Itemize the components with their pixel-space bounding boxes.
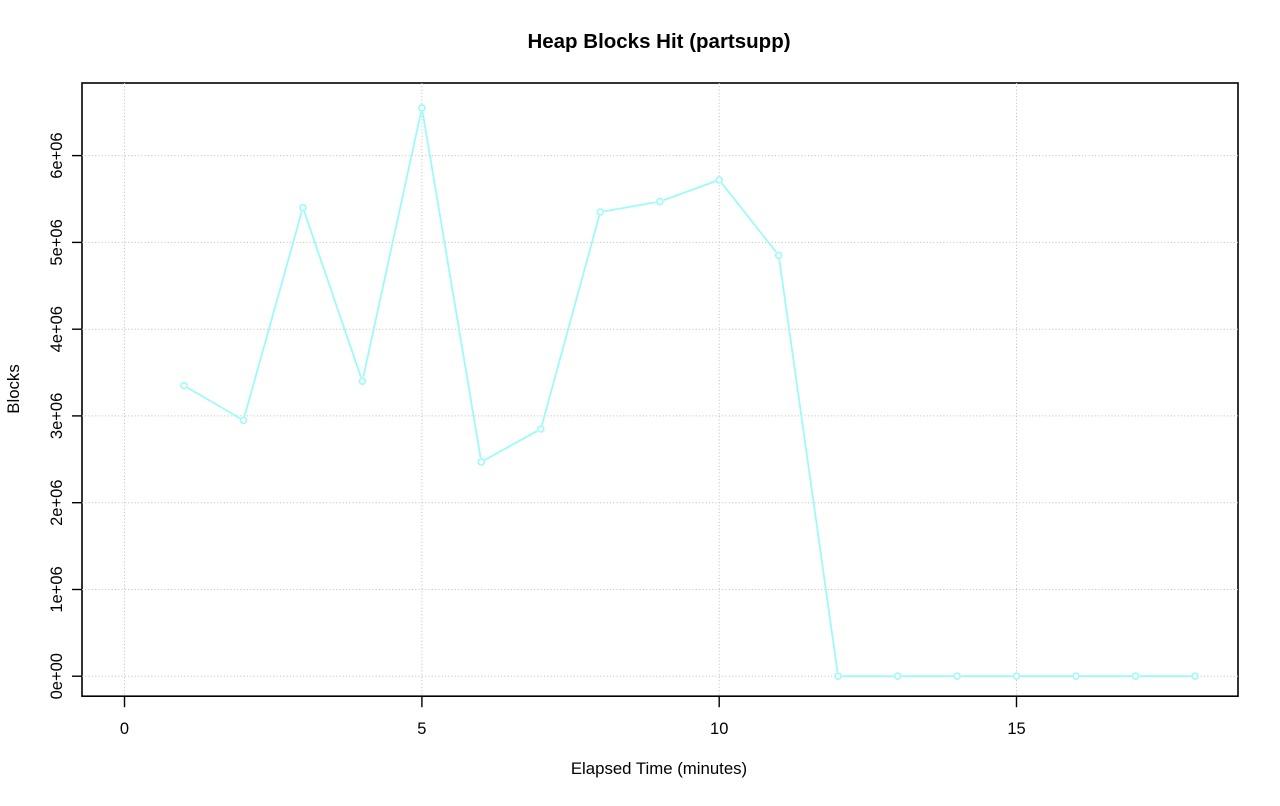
svg-text:0: 0 (120, 720, 129, 738)
svg-text:1e+06: 1e+06 (48, 566, 66, 612)
svg-text:6e+06: 6e+06 (48, 132, 66, 178)
svg-text:15: 15 (1007, 720, 1025, 738)
svg-text:5: 5 (417, 720, 426, 738)
svg-text:4e+06: 4e+06 (48, 306, 66, 352)
svg-text:5e+06: 5e+06 (48, 219, 66, 265)
svg-text:Elapsed Time (minutes): Elapsed Time (minutes) (571, 759, 747, 778)
svg-text:3e+06: 3e+06 (48, 393, 66, 439)
svg-text:Heap Blocks Hit (partsupp): Heap Blocks Hit (partsupp) (527, 30, 790, 53)
svg-text:Blocks: Blocks (4, 364, 23, 413)
svg-text:0e+00: 0e+00 (48, 653, 66, 699)
svg-text:2e+06: 2e+06 (48, 480, 66, 526)
svg-text:10: 10 (710, 720, 728, 738)
